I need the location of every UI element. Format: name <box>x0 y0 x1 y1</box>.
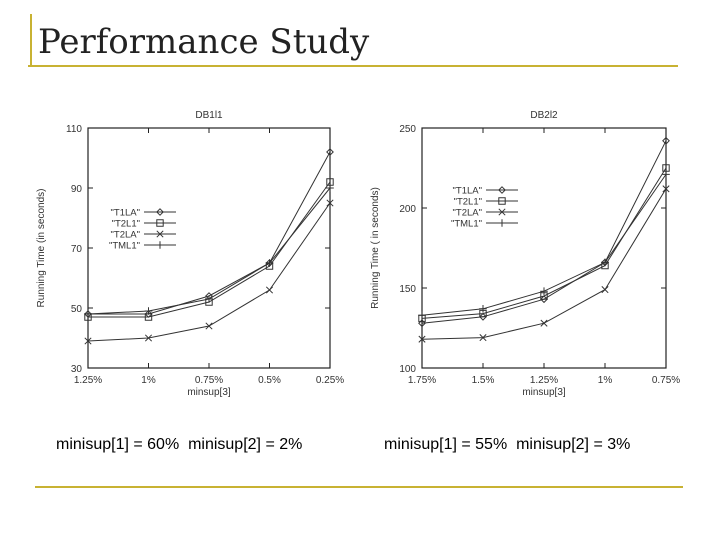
data-point-diamond <box>479 312 487 321</box>
data-point-diamond <box>418 319 426 328</box>
data-point-x <box>418 335 426 343</box>
data-point-x <box>84 337 92 345</box>
chart-title: DB1l1 <box>195 110 223 121</box>
legend-marker-diamond <box>156 208 164 216</box>
caption-left: minisup[1] = 60% minisup[2] = 2% <box>56 436 303 453</box>
data-point-x <box>265 286 274 294</box>
x-tick-label: 1.25% <box>74 375 102 386</box>
x-tick-label: 1.25% <box>530 375 558 386</box>
x-tick-label: 0.75% <box>195 375 223 386</box>
legend-label: "TML1" <box>451 219 482 230</box>
legend-label: "T2LA" <box>111 230 140 241</box>
data-point-square <box>326 178 334 186</box>
data-point-x <box>205 322 213 330</box>
data-point-x <box>479 334 487 342</box>
y-axis-label: Running Time (in seconds) <box>36 189 47 308</box>
data-point-square <box>540 292 548 300</box>
data-point-plus <box>144 307 153 315</box>
data-point-x <box>540 319 548 327</box>
legend-label: "T2L1" <box>112 219 140 230</box>
legend-label: "T1LA" <box>111 208 140 219</box>
data-point-x <box>662 185 670 193</box>
data-point-square <box>479 309 487 318</box>
legend-marker-square <box>498 197 506 205</box>
data-point-plus <box>601 258 609 267</box>
title-accent-vertical <box>30 14 32 66</box>
caption-right: minisup[1] = 55% minisup[2] = 3% <box>384 436 631 453</box>
data-point-plus <box>265 259 274 267</box>
x-tick-label: 1% <box>141 375 156 386</box>
x-tick-label: 0.75% <box>652 375 680 386</box>
chart-db2l2: DB2l2 100 150 200 250 1.75% 1.5% 1.25% 1% 0.75% mi… <box>370 110 680 398</box>
y-axis-label: Running Time ( in seconds) <box>370 187 381 309</box>
y-tick-label: 100 <box>399 364 416 375</box>
legend-marker-x <box>498 208 506 216</box>
chart-title: DB2l2 <box>530 110 558 121</box>
legend-label: "T2LA" <box>453 208 482 219</box>
legend-marker-square <box>156 219 164 227</box>
legend-marker-plus <box>156 241 164 249</box>
chart-db1l1: DB1l1 30 50 70 90 110 1.25% 1% 0.75% 0.5% 0.25% min… <box>36 110 344 398</box>
data-point-diamond <box>540 295 548 304</box>
y-tick-label: 30 <box>71 364 83 375</box>
y-tick-label: 110 <box>66 124 82 135</box>
data-point-plus <box>662 170 670 179</box>
data-point-x <box>144 334 153 342</box>
x-tick-label: 0.25% <box>316 375 344 386</box>
data-point-plus <box>479 305 487 313</box>
footer-rule <box>35 486 683 488</box>
data-point-diamond <box>662 136 670 145</box>
data-point-plus <box>326 184 334 192</box>
y-tick-label: 90 <box>71 184 83 195</box>
y-tick-label: 50 <box>71 304 83 315</box>
y-tick-label: 150 <box>399 284 416 295</box>
data-point-plus <box>540 287 548 295</box>
data-point-square <box>662 164 670 172</box>
slide-title: Performance Study <box>38 22 370 62</box>
data-point-x <box>601 286 609 294</box>
x-tick-label: 1% <box>598 375 613 386</box>
y-tick-label: 200 <box>399 204 416 215</box>
y-tick-label: 70 <box>71 244 83 255</box>
legend-label: "T1LA" <box>453 186 482 197</box>
data-point-x <box>326 199 334 207</box>
legend-marker-plus <box>498 219 506 227</box>
legend-label: "TML1" <box>109 241 140 252</box>
x-tick-label: 0.5% <box>258 375 281 386</box>
x-tick-label: 1.75% <box>408 375 436 386</box>
title-rule <box>28 65 678 67</box>
x-tick-label: 1.5% <box>472 375 495 386</box>
data-point-square <box>144 313 153 321</box>
y-tick-label: 250 <box>399 124 416 135</box>
x-axis-label: minsup[3] <box>522 387 566 398</box>
x-axis-label: minsup[3] <box>187 387 231 398</box>
data-point-plus <box>418 311 426 319</box>
data-point-diamond <box>326 148 334 156</box>
plot-frame <box>421 127 667 369</box>
legend-label: "T2L1" <box>454 197 482 208</box>
data-point-plus <box>84 310 92 318</box>
legend-marker-diamond <box>498 186 506 194</box>
legend-marker-x <box>156 230 164 238</box>
data-point-plus <box>205 295 213 303</box>
